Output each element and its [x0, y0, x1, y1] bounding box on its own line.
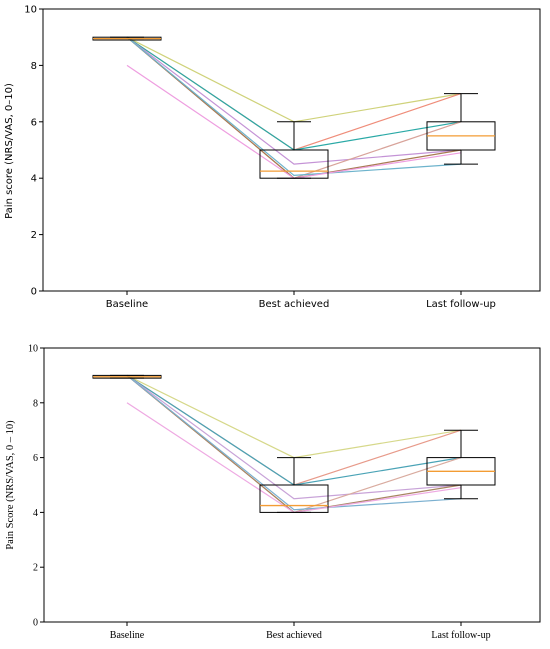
patient-line-5 — [126, 36, 462, 179]
y-axis-label: Pain Score (NRS/VAS, 0 – 10) — [5, 420, 16, 550]
box-best-achieved — [259, 121, 329, 179]
y-tick-label: 2 — [33, 563, 38, 574]
axes-frame — [43, 347, 541, 623]
y-tick-label: 8 — [33, 398, 38, 409]
x-tick-label: Last follow-up — [431, 630, 490, 641]
x-tick-label: Best achieved — [259, 299, 330, 310]
plot-area-bottom: 0 2 4 6 8 10 Baseline Best achieved Last follow-… — [28, 344, 541, 641]
box-baseline — [92, 374, 162, 379]
y-tick-label: 10 — [28, 344, 38, 355]
patient-line-4 — [126, 36, 462, 165]
y-tick-label: 0 — [31, 287, 37, 298]
y-tick-label: 4 — [31, 174, 37, 185]
box-last-follow-up — [426, 429, 496, 500]
box-baseline — [92, 36, 162, 41]
y-axis-label: Pain score (NRS/VAS, 0–10) — [4, 83, 15, 219]
patient-line-7 — [126, 374, 462, 511]
x-tick-label: Baseline — [110, 630, 145, 641]
box-last-follow-up — [426, 93, 496, 165]
y-tick-label: 4 — [33, 508, 38, 519]
patient-line-5 — [126, 374, 462, 514]
box-best-achieved — [259, 457, 329, 513]
box-iqr — [259, 484, 329, 513]
y-tick-label: 6 — [33, 453, 38, 464]
patient-line-6 — [126, 374, 462, 514]
panel-top: Pain score (NRS/VAS, 0–10) 0 2 4 6 8 10 Baseli… — [4, 5, 541, 310]
box-iqr — [259, 149, 329, 179]
plot-area-top: 0 2 4 6 8 10 Baseline Best achieved Last follow-… — [24, 5, 541, 310]
y-tick-label: 8 — [31, 61, 37, 72]
x-tick-label: Last follow-up — [426, 299, 496, 310]
patient-line-6 — [126, 36, 462, 179]
patient-line-4 — [126, 374, 462, 500]
axes-frame — [42, 8, 541, 292]
patient-line-7 — [126, 36, 462, 177]
y-tick-label: 0 — [33, 618, 38, 629]
x-tick-label: Baseline — [106, 299, 148, 310]
y-tick-label: 10 — [24, 5, 37, 16]
y-tick-label: 6 — [31, 117, 37, 128]
x-tick-label: Best achieved — [266, 630, 322, 641]
y-tick-label: 2 — [31, 230, 37, 241]
panel-bottom: Pain Score (NRS/VAS, 0 – 10) 0 2 4 6 8 10 Base… — [5, 344, 541, 641]
